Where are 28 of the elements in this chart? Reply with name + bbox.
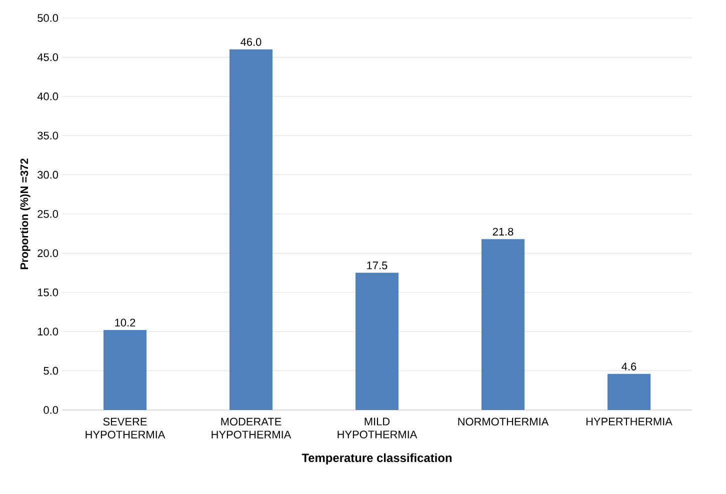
data-label: 10.2: [115, 318, 136, 327]
bar: [356, 272, 399, 410]
y-tick-label: 0.0: [44, 406, 58, 414]
bar: [104, 330, 146, 410]
y-tick-label: 5.0: [44, 366, 58, 375]
y-axis-title: Proportion (%)N =372: [20, 158, 30, 270]
y-tick-label: 50.0: [38, 14, 58, 22]
y-tick-label: 35.0: [38, 132, 58, 140]
data-label: 46.0: [240, 38, 262, 46]
y-tick-label: 20.0: [38, 249, 58, 258]
y-tick-label: 40.0: [37, 92, 58, 100]
bar: [482, 239, 525, 410]
data-label: 17.5: [367, 262, 388, 270]
x-tick-label: MILD HYPOTHERMIA: [338, 418, 418, 438]
bar: [608, 374, 651, 410]
y-tick-label: 45.0: [37, 53, 58, 62]
bar: [230, 49, 273, 410]
data-label: 21.8: [492, 228, 514, 236]
y-tick-label: 10.0: [38, 328, 58, 336]
x-axis-title: Temperature classification: [302, 453, 452, 464]
x-tick-label: MODERATE HYPOTHERMIA: [212, 418, 292, 438]
data-label: 4.6: [622, 362, 636, 370]
x-tick-label: NORMOTHERMIA: [458, 418, 549, 426]
x-tick-label: SEVERE HYPOTHERMIA: [86, 418, 166, 438]
x-tick-label: HYPERTHERMIA: [586, 418, 672, 426]
y-tick-label: 15.0: [38, 288, 58, 296]
y-tick-label: 30.0: [38, 170, 58, 179]
y-tick-label: 25.0: [38, 210, 58, 218]
